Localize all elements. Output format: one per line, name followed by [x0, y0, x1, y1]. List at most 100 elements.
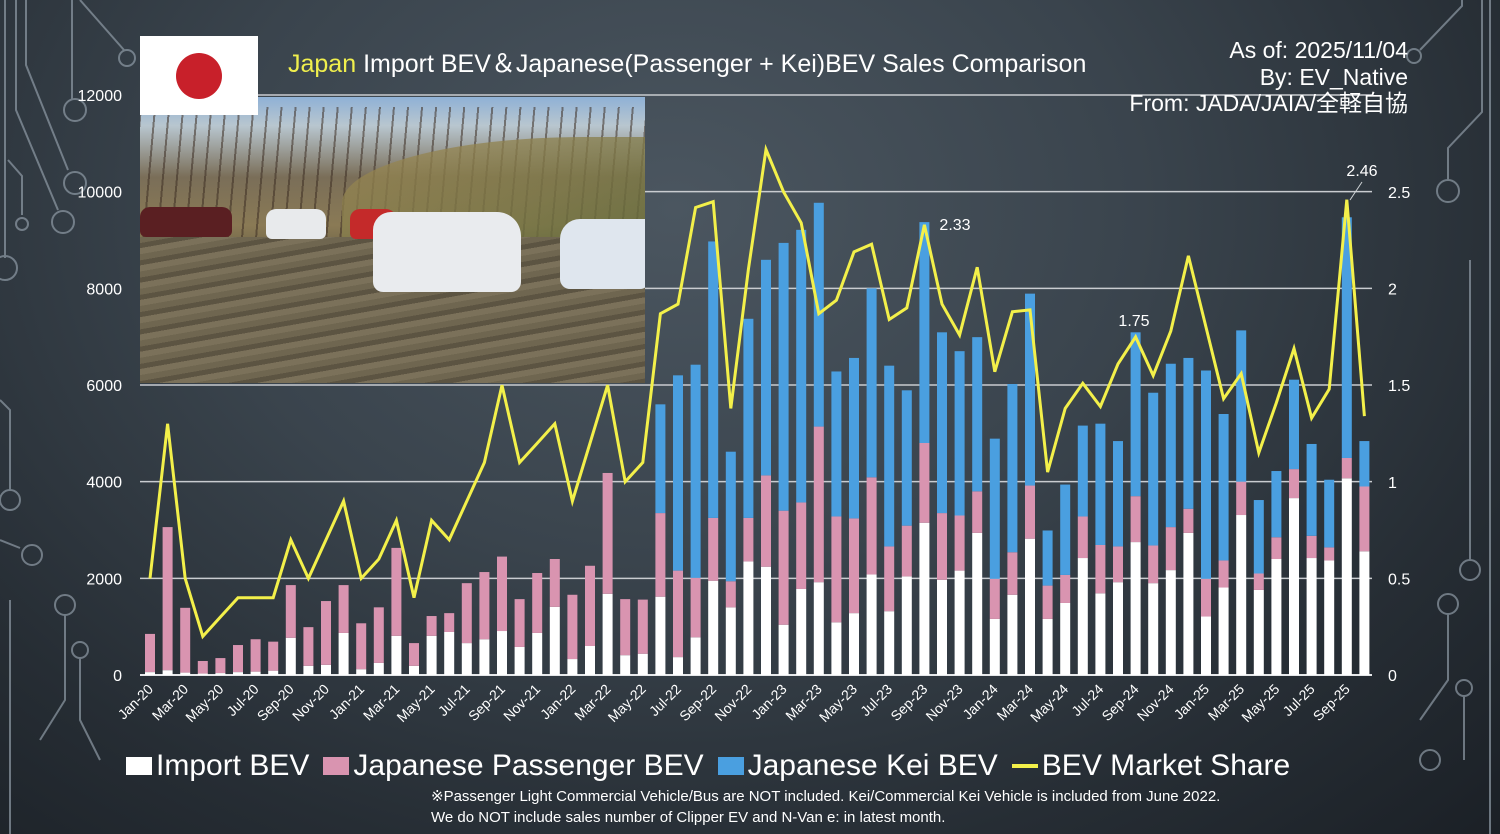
bar-segment — [409, 665, 419, 675]
bar-segment — [444, 613, 455, 632]
x-tick-label: Jan-22 — [537, 681, 579, 723]
bar-segment — [743, 318, 754, 518]
bar-segment — [708, 580, 719, 675]
bar-segment — [690, 364, 701, 578]
y-tick-label: 0 — [113, 668, 122, 685]
bar-segment — [497, 556, 507, 632]
ev-parking-photo — [140, 97, 645, 383]
bar-segment — [338, 585, 349, 633]
data-label: 1.75 — [1118, 313, 1149, 330]
bar-segment — [444, 631, 455, 675]
bar-segment — [937, 332, 947, 514]
x-tick-label: May-25 — [1238, 681, 1282, 725]
x-tick-label: Sep-23 — [887, 681, 930, 724]
bar-segment — [1201, 616, 1211, 675]
bar-segment — [743, 561, 754, 675]
bar-segment — [1113, 441, 1123, 547]
bar-segment — [884, 611, 895, 675]
bar-segment — [1113, 546, 1123, 583]
bar-segment — [373, 607, 384, 663]
x-tick-label: Sep-24 — [1098, 681, 1141, 724]
bar-segment — [391, 635, 402, 675]
bar-segment — [180, 672, 191, 675]
bar-segment — [514, 646, 525, 675]
x-tick-label: May-23 — [816, 681, 860, 725]
legend-japanese-passenger-bev: Japanese Passenger BEV — [323, 749, 704, 783]
x-tick-label: Nov-21 — [500, 681, 543, 724]
bar-segment — [1165, 363, 1176, 528]
legend-label: Import BEV — [156, 749, 310, 782]
title-country: Japan — [288, 50, 357, 78]
data-label: 2.33 — [939, 217, 970, 234]
bar-segment — [532, 632, 543, 675]
bar-segment — [549, 559, 560, 607]
photo-car-dark-red — [140, 207, 232, 237]
bar-segment — [655, 513, 666, 597]
bar-segment — [1236, 515, 1247, 675]
bar-segment — [1201, 370, 1211, 579]
bar-segment — [708, 241, 719, 518]
bar-segment — [954, 351, 965, 516]
bar-segment — [1095, 593, 1106, 675]
bar-segment — [866, 574, 877, 675]
bar-segment — [813, 426, 824, 583]
bar-segment — [585, 646, 595, 675]
bar-segment — [1007, 552, 1018, 595]
bar-segment — [391, 547, 402, 636]
bar-segment — [1253, 573, 1264, 590]
data-label-leader — [1349, 181, 1363, 201]
bar-segment — [901, 390, 912, 526]
bar-segment — [655, 404, 666, 514]
bar-segment — [497, 631, 507, 675]
bar-segment — [321, 664, 331, 675]
bar-segment — [268, 670, 279, 675]
bar-segment — [690, 577, 701, 638]
bar-segment — [532, 573, 543, 633]
bar-segment — [1025, 538, 1035, 675]
bar-segment — [761, 475, 771, 567]
bar-segment — [1130, 332, 1141, 497]
bar-segment — [796, 502, 807, 589]
bar-segment — [1289, 469, 1299, 499]
x-axis-ticks: Jan-20Mar-20May-20Jul-20Sep-20Nov-20Jan-… — [115, 681, 1354, 725]
bar-segment — [356, 669, 367, 675]
title-text: Import BEV＆Japanese(Passenger + Kei)BEV … — [363, 50, 1087, 78]
bar-segment — [426, 616, 437, 636]
y-axis-right-ticks: 0 0.5 1 1.5 2 2.5 — [1388, 185, 1410, 685]
bar-segment — [1289, 498, 1299, 675]
bar-segment — [954, 570, 965, 675]
bar-segment — [637, 599, 648, 654]
bar-segment — [409, 643, 419, 666]
y-tick-label: 4000 — [86, 475, 122, 492]
bar-segment — [637, 653, 648, 675]
footnote-2: We do NOT include sales number of Clippe… — [431, 809, 946, 826]
bar-segment — [1201, 578, 1211, 617]
bar-segment — [1060, 602, 1071, 675]
bar-segment — [655, 596, 666, 675]
x-tick-label: Jan-23 — [748, 681, 790, 723]
chart-title: Japan Import BEV＆Japanese(Passenger + Ke… — [288, 44, 1086, 80]
bar-segment — [778, 510, 789, 625]
bar-segment — [989, 438, 1000, 579]
y-tick-label: 8000 — [86, 281, 122, 298]
flag-sun — [176, 53, 222, 99]
x-tick-label: Nov-23 — [922, 681, 965, 724]
author-credit: By: EV_Native — [1259, 64, 1408, 90]
photo-car-white-sedan — [266, 209, 326, 239]
legend-swatch-import — [126, 757, 152, 775]
bar-segment — [1025, 293, 1035, 486]
bar-segment — [796, 229, 807, 503]
y-axis-left-ticks: 0 2000 4000 6000 8000 10000 12000 — [78, 88, 123, 685]
legend-bev-market-share: BEV Market Share — [1011, 749, 1290, 783]
bar-segment — [1165, 527, 1176, 571]
x-tick-label: Jan-25 — [1171, 681, 1213, 723]
bar-segment — [162, 670, 173, 675]
bar-segment — [356, 623, 367, 670]
bar-segment — [901, 525, 912, 577]
bar-segment — [761, 566, 771, 675]
bar-segment — [1060, 574, 1071, 603]
bar-segment — [761, 259, 771, 476]
bar-segment — [1165, 570, 1176, 675]
bar-segment — [321, 601, 331, 665]
legend-swatch-share-line — [1011, 764, 1038, 768]
